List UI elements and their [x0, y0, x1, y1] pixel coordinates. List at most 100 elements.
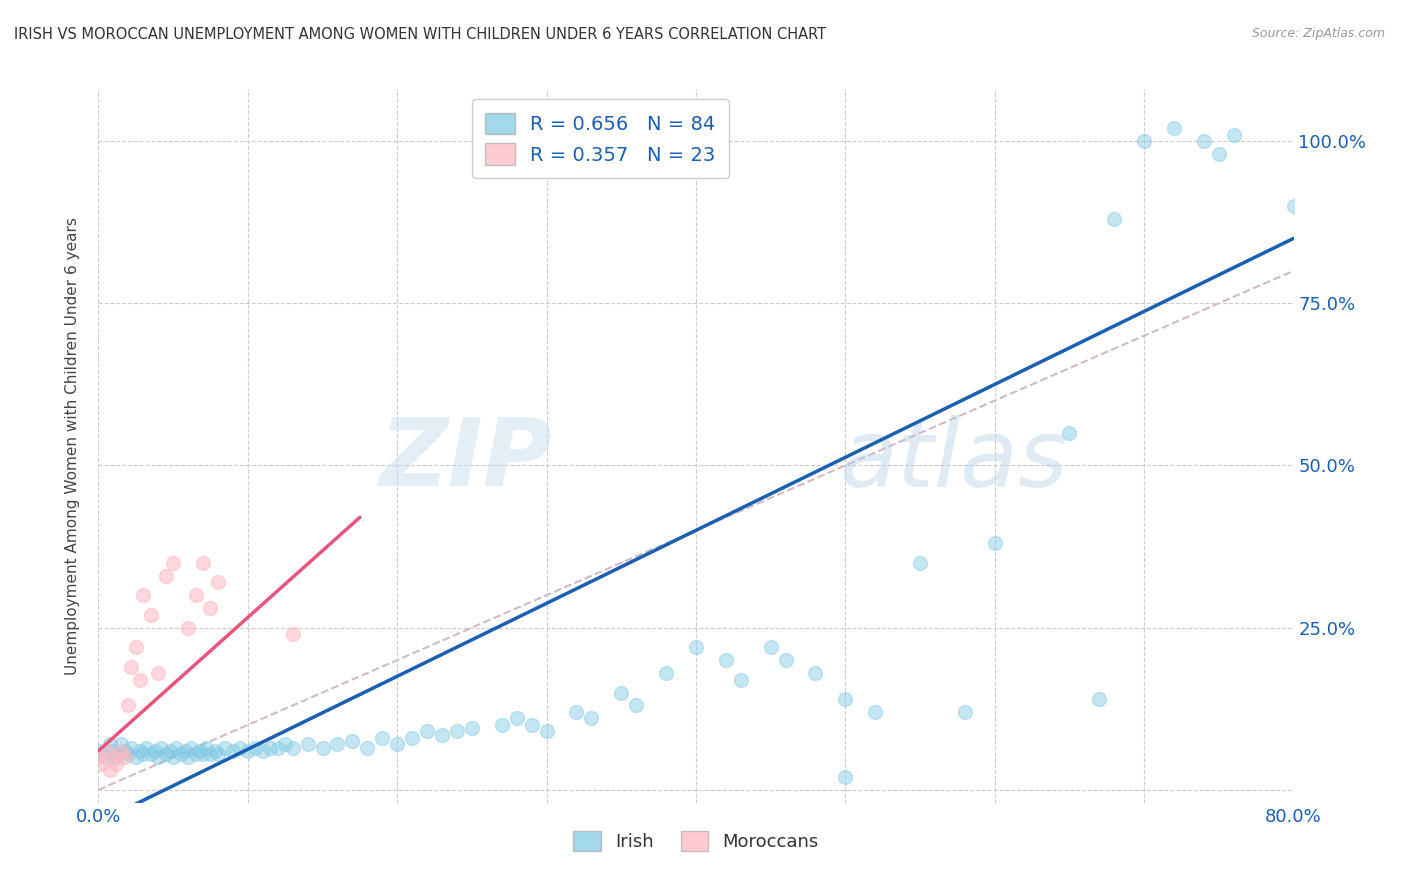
Point: [191, 556, 214, 570]
Point: [103, 750, 125, 764]
Point: [105, 756, 128, 771]
Point: [371, 731, 394, 745]
Point: [1059, 425, 1081, 440]
Point: [953, 705, 976, 719]
Point: [155, 568, 177, 582]
Point: [191, 747, 214, 761]
Point: [565, 705, 588, 719]
Point: [214, 740, 236, 755]
Point: [461, 721, 484, 735]
Point: [129, 744, 152, 758]
Point: [98, 738, 122, 752]
Point: [184, 747, 207, 761]
Point: [326, 738, 349, 752]
Point: [1208, 147, 1230, 161]
Point: [229, 740, 252, 755]
Point: [252, 744, 274, 758]
Text: IRISH VS MOROCCAN UNEMPLOYMENT AMONG WOMEN WITH CHILDREN UNDER 6 YEARS CORRELATI: IRISH VS MOROCCAN UNEMPLOYMENT AMONG WOM…: [14, 27, 827, 42]
Point: [730, 673, 752, 687]
Point: [245, 740, 267, 755]
Point: [204, 744, 226, 758]
Point: [103, 744, 125, 758]
Point: [180, 740, 202, 755]
Point: [188, 744, 211, 758]
Point: [117, 698, 139, 713]
Point: [834, 692, 856, 706]
Point: [685, 640, 707, 654]
Point: [207, 575, 229, 590]
Point: [626, 698, 648, 713]
Legend: Irish, Moroccans: Irish, Moroccans: [567, 823, 825, 858]
Point: [114, 744, 136, 758]
Point: [169, 747, 191, 761]
Point: [98, 764, 122, 778]
Point: [117, 747, 139, 761]
Point: [506, 711, 529, 725]
Point: [139, 747, 162, 761]
Point: [110, 738, 132, 752]
Point: [267, 740, 290, 755]
Point: [281, 627, 304, 641]
Point: [110, 744, 132, 758]
Point: [385, 738, 409, 752]
Point: [94, 744, 117, 758]
Point: [139, 607, 162, 622]
Point: [162, 556, 184, 570]
Point: [536, 724, 558, 739]
Point: [94, 750, 117, 764]
Point: [834, 770, 856, 784]
Point: [177, 621, 200, 635]
Point: [148, 666, 170, 681]
Y-axis label: Unemployment Among Women with Children Under 6 years: Unemployment Among Women with Children U…: [65, 217, 80, 675]
Point: [90, 756, 112, 771]
Text: ZIP: ZIP: [380, 414, 553, 507]
Point: [200, 601, 222, 615]
Point: [416, 724, 439, 739]
Point: [984, 536, 1007, 550]
Point: [148, 750, 170, 764]
Point: [259, 740, 281, 755]
Point: [401, 731, 423, 745]
Point: [162, 750, 184, 764]
Point: [184, 588, 207, 602]
Point: [195, 740, 218, 755]
Point: [207, 747, 229, 761]
Point: [655, 666, 678, 681]
Point: [155, 747, 177, 761]
Point: [150, 740, 173, 755]
Point: [342, 734, 364, 748]
Point: [274, 738, 297, 752]
Point: [1282, 199, 1305, 213]
Point: [1223, 128, 1246, 142]
Point: [120, 659, 142, 673]
Point: [297, 738, 319, 752]
Point: [610, 685, 633, 699]
Point: [759, 640, 782, 654]
Point: [135, 740, 157, 755]
Point: [1163, 121, 1185, 136]
Point: [114, 750, 136, 764]
Point: [281, 740, 304, 755]
Point: [446, 724, 468, 739]
Text: Source: ZipAtlas.com: Source: ZipAtlas.com: [1251, 27, 1385, 40]
Point: [775, 653, 797, 667]
Point: [125, 640, 148, 654]
Point: [1133, 134, 1156, 148]
Point: [236, 744, 259, 758]
Point: [125, 750, 148, 764]
Point: [159, 744, 181, 758]
Point: [129, 673, 152, 687]
Point: [581, 711, 603, 725]
Point: [430, 728, 453, 742]
Point: [311, 740, 333, 755]
Point: [105, 750, 128, 764]
Point: [714, 653, 737, 667]
Text: atlas: atlas: [839, 415, 1067, 506]
Point: [177, 750, 200, 764]
Point: [491, 718, 513, 732]
Point: [87, 750, 110, 764]
Point: [165, 740, 187, 755]
Point: [908, 556, 931, 570]
Point: [200, 747, 222, 761]
Point: [356, 740, 378, 755]
